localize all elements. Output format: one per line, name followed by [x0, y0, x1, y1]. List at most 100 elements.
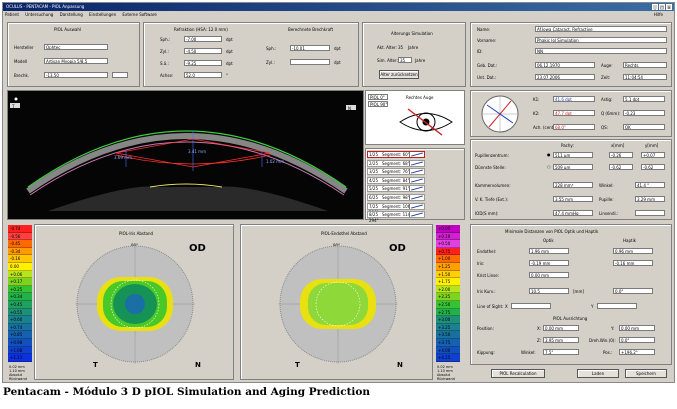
sph-input[interactable]: -7.00: [184, 36, 222, 42]
piol-recalculation-button[interactable]: PIOL Recalculation: [491, 369, 545, 378]
segment-item[interactable]: 3/25 Segment: 76° - 256°: [367, 168, 425, 176]
winkel-label: Winkel:: [599, 183, 614, 188]
scheimpflug-image[interactable]: T N 3.69 mm 3.41 mm 1.02 mm: [7, 90, 364, 220]
hersteller-select[interactable]: Ophtec: [44, 44, 108, 50]
iod-label: IOD(S mm):: [475, 211, 499, 216]
scale-step: +0.50: [436, 240, 460, 248]
segment-label: Segment: 60° - 240°: [381, 152, 424, 157]
refraction-title: Refraktion (HSA: 12.0 mm): [174, 27, 228, 32]
result-unit: dpt: [334, 46, 341, 51]
menu-darstellung[interactable]: Darstellung: [59, 12, 83, 17]
segment-item[interactable]: 8/25 Segment: 114° - 294°: [367, 211, 425, 223]
kippung-winkel-field[interactable]: 7.5°: [543, 349, 579, 355]
result-title: Berechnete Brechkraft: [288, 27, 334, 32]
aging-title: Alterungs Simulation: [391, 31, 433, 36]
k-label2: Astig:: [601, 97, 613, 102]
scheimpflug-svg: [8, 91, 363, 219]
menu-hilfe[interactable]: Hilfe: [653, 12, 663, 17]
sae-input[interactable]: -9.25: [184, 60, 222, 66]
iris-haptik-field: -0.16 mm: [613, 260, 653, 266]
segment-item[interactable]: 4/25 Segment: 84° - 264°: [367, 176, 425, 184]
q-field: -0.23: [623, 110, 665, 116]
patient-label: Unt. Dat.:: [477, 75, 497, 80]
iris-kurv-unit: [mm]: [573, 289, 584, 294]
brechk-select[interactable]: -13.50: [44, 72, 108, 78]
iris-kurv-field[interactable]: 10.5: [529, 288, 569, 294]
iris-kurv-angle-field[interactable]: 0.0°: [613, 288, 653, 294]
scale-step: +1.11: [8, 354, 32, 362]
segment-preview: [409, 160, 423, 166]
cornea-front-line: [27, 130, 347, 188]
segment-item[interactable]: 5/25 Segment: 91° - 271°: [367, 185, 425, 193]
menu-patient[interactable]: Patient: [5, 12, 19, 17]
akt-alter-value: 35: [398, 45, 404, 50]
scale-step: +2.50: [436, 300, 460, 309]
thinnest-x-field: -0.62: [609, 164, 633, 170]
axis-y: Y:: [611, 326, 615, 331]
iris-kurv-label: Iris Kurv.:: [477, 289, 496, 294]
refr-label: S.ä.:: [160, 61, 169, 66]
lens-line: [149, 183, 223, 188]
segment-label: Segment: 91° - 271°: [381, 186, 424, 192]
menu-externe-software[interactable]: Externe Software: [122, 12, 157, 17]
pupil-y-field: +0.07: [641, 152, 665, 158]
astig-field: 5.1 dpt: [623, 96, 665, 102]
segment-item[interactable]: 1/25 Segment: 60° - 240°: [367, 151, 425, 158]
window-title: OCULUS - PENTACAM - PIOL Anpassung: [6, 4, 85, 9]
kammer-field: 228 mm³: [553, 182, 593, 188]
od-badge: OD: [189, 243, 206, 254]
segment-list[interactable]: 1/25 Segment: 60° - 240° 2/25 Segment: 68° …: [365, 148, 465, 223]
od-badge: OD: [389, 243, 406, 254]
piol-endothel-map: [278, 244, 398, 364]
achse-input[interactable]: 52.0: [184, 72, 222, 78]
drehwinkel-field[interactable]: 0.0°: [619, 337, 655, 343]
piol-iris-map: [75, 244, 195, 364]
pos-y-field[interactable]: 0.00 mm: [619, 325, 655, 331]
reset-age-button[interactable]: Alter zurücksetzen: [379, 70, 419, 79]
main-window: OCULUS - PENTACAM - PIOL Anpassung _ □ ×…: [2, 2, 675, 383]
los-y-field[interactable]: [597, 303, 637, 309]
linse-optik-field: 0.00 mm: [529, 272, 569, 278]
segment-item[interactable]: 6/25 Segment: 98° - 278°: [367, 194, 425, 201]
segment-number: 4/25: [369, 177, 378, 183]
refr-label: Sph.:: [160, 37, 171, 42]
maximize-button[interactable]: □: [659, 4, 665, 10]
pos2-label: Pos.:: [603, 350, 613, 355]
scale-step: +3.00: [436, 316, 460, 324]
brechk-unit-select[interactable]: [112, 72, 128, 78]
sim-alter-spinner[interactable]: 35: [398, 57, 412, 63]
left-tag: T: [12, 104, 15, 109]
z-field[interactable]: 3.95 mm: [543, 337, 579, 343]
patient-name-field: Af.Iowa Cataract, Refractive: [535, 26, 667, 32]
scale-step: +1.25: [436, 262, 460, 271]
minimize-button[interactable]: _: [652, 4, 658, 10]
corner-left: T: [93, 361, 98, 369]
close-button[interactable]: ×: [666, 4, 672, 10]
scale-footer: 0.02 mm 1.10 mm Absolut Rückwand: [9, 365, 27, 381]
segment-item[interactable]: 2/25 Segment: 68° - 248°: [367, 159, 425, 167]
radio-icon[interactable]: ○: [547, 164, 551, 169]
laden-button[interactable]: Laden: [577, 369, 619, 378]
piol-90-option[interactable]: PIOL 90°: [368, 101, 388, 107]
modell-select[interactable]: Artisan Myopia 5/8.5: [44, 58, 108, 64]
speichern-button[interactable]: Speichern: [625, 369, 667, 378]
drehwinkel-label: Dreh.Win.(0):: [589, 338, 616, 343]
scale-footer: 0.02 mm 1.10 mm Absolut Rückwand: [437, 365, 455, 381]
menu-untersuchung[interactable]: Untersuchung: [25, 12, 54, 17]
pos-x-field[interactable]: 0.00 mm: [543, 325, 579, 331]
aging-panel: Alterungs Simulation Akt. Alter: 35 Jahr…: [362, 22, 466, 87]
piol-0-option[interactable]: PIOL 0°: [368, 94, 388, 100]
los-x-field[interactable]: [511, 303, 551, 309]
map-title: PIOL-Iris Abstand: [119, 231, 154, 236]
zyl-input[interactable]: -4.50: [184, 48, 222, 54]
menu-einstellungen[interactable]: Einstellungen: [89, 12, 117, 17]
radio-icon[interactable]: ●: [547, 152, 551, 157]
result-label: Sph.:: [266, 46, 277, 51]
scale-step: +1.75: [436, 278, 460, 286]
scale-step: +0.55: [8, 308, 32, 317]
winkel-field: 41.4 °: [635, 182, 665, 188]
result-label: Zyl.:: [266, 60, 275, 65]
kippung-pos-field[interactable]: +196.2°: [619, 349, 655, 355]
scale-step: +1.50: [436, 270, 460, 279]
